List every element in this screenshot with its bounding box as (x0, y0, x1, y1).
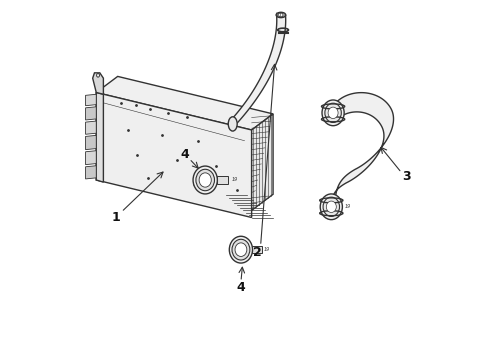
Ellipse shape (320, 194, 342, 220)
Polygon shape (85, 151, 96, 165)
Polygon shape (85, 121, 96, 134)
Ellipse shape (196, 169, 214, 191)
Ellipse shape (325, 201, 336, 212)
Polygon shape (251, 246, 262, 253)
Ellipse shape (231, 239, 249, 260)
Polygon shape (85, 94, 96, 106)
Text: 4: 4 (180, 148, 189, 161)
Polygon shape (330, 93, 393, 206)
Polygon shape (251, 114, 272, 210)
Ellipse shape (199, 173, 211, 187)
Ellipse shape (277, 13, 284, 17)
Ellipse shape (193, 166, 217, 194)
Ellipse shape (235, 243, 246, 256)
Polygon shape (93, 73, 103, 94)
Polygon shape (228, 16, 285, 123)
Polygon shape (85, 166, 96, 179)
Text: 19: 19 (344, 204, 350, 209)
Text: 19: 19 (231, 177, 238, 182)
Ellipse shape (323, 197, 339, 216)
Polygon shape (96, 93, 251, 217)
Ellipse shape (276, 12, 285, 18)
Ellipse shape (324, 103, 341, 122)
Text: 1: 1 (111, 211, 120, 224)
Text: 3: 3 (401, 170, 410, 183)
Ellipse shape (322, 100, 344, 126)
Ellipse shape (229, 236, 252, 263)
Polygon shape (96, 93, 103, 182)
Ellipse shape (327, 107, 337, 118)
Text: 19: 19 (264, 247, 270, 252)
Ellipse shape (228, 117, 237, 131)
Text: 4: 4 (236, 282, 245, 294)
Text: 2: 2 (253, 246, 262, 259)
Polygon shape (85, 135, 96, 150)
Polygon shape (216, 176, 228, 184)
Polygon shape (85, 107, 96, 120)
Ellipse shape (97, 73, 99, 77)
Polygon shape (96, 76, 272, 130)
